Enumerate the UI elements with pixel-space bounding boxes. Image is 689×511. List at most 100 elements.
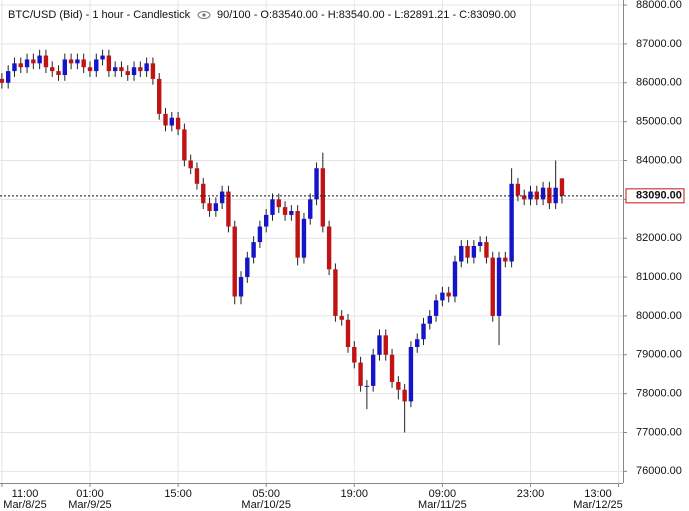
candle-body (490, 257, 495, 316)
y-tick-label: 76000.00 (636, 465, 682, 477)
candle-body (352, 346, 357, 363)
candle-body (226, 191, 231, 227)
candle-body (314, 168, 319, 200)
candle-body (81, 59, 86, 68)
candle-body (452, 261, 458, 297)
candle-body (358, 362, 363, 386)
y-tick-label: 78000.00 (636, 388, 682, 400)
candle-body (62, 59, 68, 75)
candle-body (308, 199, 313, 219)
x-tick-date: Mar/10/25 (241, 499, 291, 511)
candle-body (559, 178, 565, 196)
candle-body (5, 71, 11, 83)
candle-body (163, 113, 168, 126)
candle-body (87, 67, 93, 72)
x-tick-label: 13:00 (584, 488, 612, 500)
candle-body (245, 257, 250, 278)
last-price-label: 83090.00 (636, 190, 682, 202)
ohlc-info: 90/100 - O:83540.00 - H:83540.00 - L:828… (217, 9, 516, 21)
x-tick-date: Mar/9/25 (68, 499, 111, 511)
candle-body (131, 67, 137, 75)
x-tick-label: 23:00 (517, 488, 545, 500)
x-tick-date: Mar/8/25 (3, 499, 46, 511)
x-tick-date: Mar/12/25 (573, 499, 623, 511)
candle-body (238, 277, 244, 297)
candle-body (144, 63, 149, 72)
candle-body (251, 242, 256, 258)
x-tick-label: 05:00 (252, 488, 280, 500)
candle-body (465, 245, 470, 258)
candle-body (345, 319, 351, 347)
candle-body (427, 315, 433, 324)
y-tick-label: 82000.00 (636, 232, 682, 244)
candle-body (415, 339, 420, 347)
candle-body (138, 67, 143, 72)
candle-body (326, 226, 332, 270)
x-tick-date: Mar/11/25 (418, 499, 467, 511)
candle-body (31, 59, 36, 64)
candle-body (56, 71, 61, 75)
plot (0, 49, 623, 433)
candle-body (106, 55, 112, 72)
candle-body (301, 218, 307, 258)
candle-body (150, 63, 156, 79)
candle-body (37, 55, 42, 64)
candle-body (402, 389, 407, 402)
candle-body (175, 117, 181, 130)
y-tick-label: 86000.00 (636, 77, 682, 89)
x-tick-label: 15:00 (164, 488, 192, 500)
candle-body (370, 354, 376, 386)
candle-body (496, 257, 502, 316)
candle-body (75, 59, 80, 64)
y-tick-label: 88000.00 (636, 0, 682, 11)
candle-body (282, 207, 288, 215)
candle-body (421, 323, 426, 340)
candle-body (112, 67, 118, 72)
y-tick-label: 87000.00 (636, 38, 682, 50)
y-tick-label: 85000.00 (636, 116, 682, 128)
last-price-box (625, 188, 685, 204)
candle-body (119, 67, 124, 72)
candle-body (459, 245, 464, 262)
candle-body (169, 117, 174, 126)
candle-body (295, 210, 300, 258)
candle-body (0, 78, 5, 83)
y-tick-label: 81000.00 (636, 271, 682, 283)
candle-body (383, 335, 388, 355)
candle-body (477, 242, 483, 246)
y-tick-label: 80000.00 (636, 310, 682, 322)
candle-body (433, 300, 439, 316)
candle-body (364, 385, 370, 387)
candle-body (515, 183, 521, 196)
candle-body (509, 183, 514, 262)
candle-body (522, 195, 527, 200)
candle-body (320, 168, 326, 227)
chart-title: BTC/USD (Bid) - 1 hour - Candlestick (8, 9, 191, 21)
candle-body (471, 245, 477, 258)
candle-body (446, 292, 451, 297)
candle-body (94, 59, 99, 72)
candle-body (339, 315, 344, 320)
candle-body (125, 71, 130, 75)
candle-body (553, 187, 558, 204)
candle-body (232, 226, 237, 297)
candle-body (503, 257, 508, 262)
y-tick-label: 79000.00 (636, 349, 682, 361)
candle-body (257, 226, 263, 243)
candle-body (68, 59, 74, 64)
candle-body (188, 160, 193, 169)
candle-body (540, 187, 546, 200)
candle-body (194, 168, 200, 184)
candle-body (24, 59, 30, 68)
candle-body (396, 381, 401, 390)
candle-body (389, 354, 395, 382)
candle-body (263, 214, 269, 227)
x-tick-label: 11:00 (12, 488, 39, 500)
x-tick-label: 01:00 (76, 488, 104, 500)
candle-body (528, 191, 533, 200)
candle-body (18, 63, 23, 68)
candle-body (377, 335, 382, 355)
candle-body (333, 269, 338, 316)
